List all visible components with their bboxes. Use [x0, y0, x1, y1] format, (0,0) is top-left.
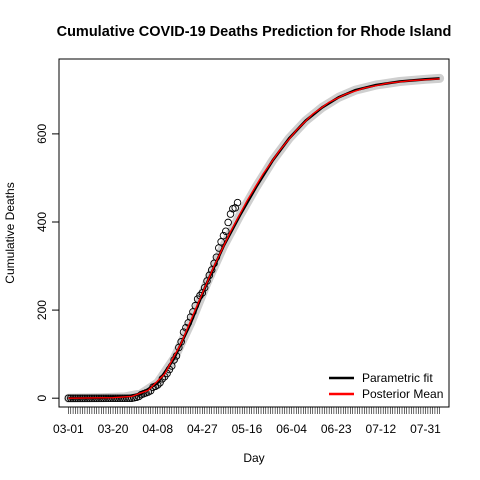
- x-tick-label: 07-12: [366, 422, 397, 436]
- x-tick-label: 04-08: [142, 422, 173, 436]
- plot-frame: [58, 58, 450, 408]
- observed-point: [219, 231, 228, 240]
- y-tick-label: 200: [35, 300, 49, 320]
- observed-point: [233, 198, 242, 207]
- y-tick-label: 600: [35, 124, 49, 144]
- y-tick-label: 0: [35, 395, 49, 402]
- parametric-fit-band: [63, 73, 445, 403]
- observed-points-layer: [64, 198, 242, 402]
- x-tick-label: 07-31: [410, 422, 441, 436]
- x-tick-label: 03-20: [98, 422, 129, 436]
- x-axis-label: Day: [243, 451, 264, 465]
- observed-point: [222, 227, 230, 235]
- observed-point: [224, 218, 232, 227]
- axis-ticks-layer: 03-01 03-20 04-08 04-27 05-16 06-04 06-23 07-12…: [35, 124, 441, 436]
- series-line-posterior-mean: [68, 78, 440, 399]
- legend: Parametric fit Posterior Mean: [329, 371, 443, 401]
- x-tick-label: 06-23: [321, 422, 352, 436]
- x-tick-label: 05-16: [232, 422, 263, 436]
- confidence-band-layer: [63, 73, 445, 403]
- legend-label-parametric-fit: Parametric fit: [362, 371, 433, 385]
- legend-label-posterior-mean: Posterior Mean: [362, 387, 443, 401]
- x-tick-label: 04-27: [187, 422, 218, 436]
- x-tick-label: 03-01: [53, 422, 84, 436]
- x-tick-label: 06-04: [276, 422, 307, 436]
- y-axis-label: Cumulative Deaths: [3, 182, 17, 283]
- series-lines-layer: [68, 77, 440, 400]
- y-tick-label: 400: [35, 212, 49, 232]
- chart-title: Cumulative COVID-19 Deaths Prediction fo…: [57, 24, 452, 40]
- series-line-parametric-fit: [68, 77, 440, 400]
